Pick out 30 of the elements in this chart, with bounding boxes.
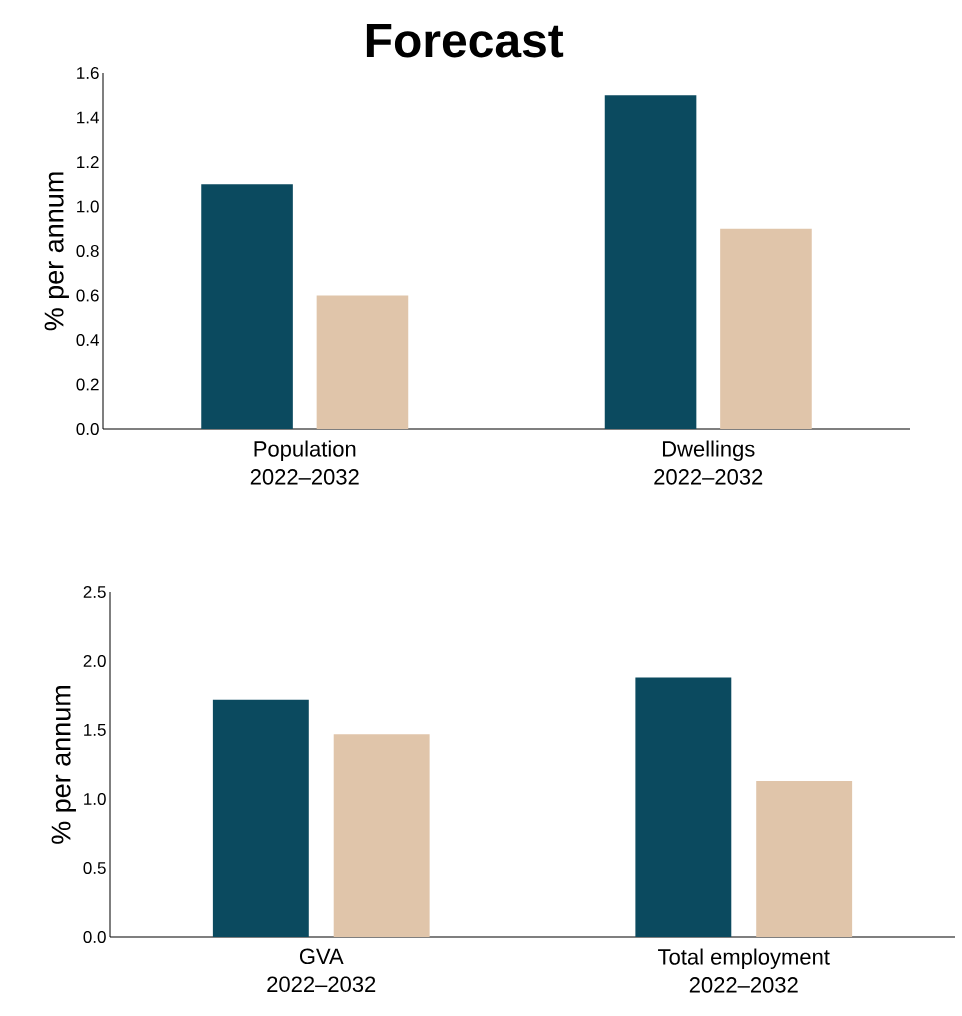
bar	[604, 95, 697, 429]
x-tick-label: GVA 2022–2032	[267, 948, 376, 993]
y-tick-label: 0.8	[76, 244, 99, 258]
x-tick-label: Population 2022–2032	[250, 440, 359, 485]
y-tick-label: 2.0	[83, 654, 106, 668]
y-tick-label: 2.5	[83, 585, 106, 599]
bar	[635, 677, 732, 937]
y-tick-label: 1.6	[77, 66, 99, 80]
y-axis-title: % per annum	[51, 686, 76, 844]
y-tick-label: 0.0	[76, 422, 99, 436]
y-tick-label: 1.4	[77, 111, 99, 124]
y-tick-label: 1.2	[77, 156, 99, 168]
y-tick-label: 1.0	[77, 200, 99, 213]
bar	[201, 184, 293, 429]
y-tick-label: 0.0	[83, 930, 106, 944]
bar	[212, 699, 309, 937]
y-tick-label: 1.5	[84, 724, 106, 736]
bar	[720, 228, 812, 429]
y-tick-label: 0.5	[83, 861, 106, 875]
chart-title: Forecast	[366, 23, 564, 58]
y-tick-label: 0.2	[76, 378, 99, 391]
y-tick-label: 0.6	[76, 289, 99, 302]
y-axis-title: % per annum	[44, 172, 69, 331]
bar	[316, 295, 409, 429]
y-tick-label: 0.4	[76, 333, 99, 347]
x-tick-label: Dwellings 2022–2032	[654, 440, 763, 485]
x-tick-label: Total employment 2022–2032	[658, 948, 830, 993]
y-tick-label: 1.0	[84, 792, 106, 806]
bar	[756, 781, 853, 937]
bar	[333, 734, 430, 937]
